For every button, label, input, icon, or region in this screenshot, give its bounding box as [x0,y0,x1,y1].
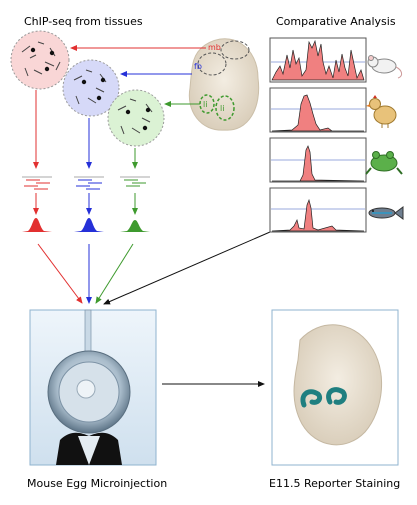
reads-blue [74,176,104,190]
chip-seq-title: ChIP-seq from tissues [24,15,143,28]
mouse-icon [367,55,403,79]
tissue-circle-red [10,30,70,90]
tissue-label-fb: fb [194,62,202,71]
embryo-illustration [188,38,260,131]
tissue-circle-green [107,89,165,147]
tissue-circle-blue [62,59,120,117]
fish-icon [368,206,404,220]
frog-icon [365,151,403,175]
chicken-icon [366,95,397,128]
comparative-analysis-title: Comparative Analysis [276,15,396,28]
tissue-label-li-2: li [220,104,224,113]
arrow-comparative-to-injection [103,231,271,305]
microinjection-image [29,309,157,466]
reads-green [120,176,150,187]
conservation-track-fish [269,187,367,233]
staining-caption: E11.5 Reporter Staining [269,477,401,490]
reads-red [22,176,52,190]
conservation-track-chicken [269,87,367,133]
arrow-red-converge [37,243,83,304]
tissue-label-li-1: li [203,100,207,109]
stained-embryo-image [271,309,399,466]
conservation-track-frog [269,137,367,183]
conservation-track-mouse [269,37,367,83]
arrow-green-converge [95,243,134,304]
peak-green [120,220,150,232]
peak-blue [74,218,104,232]
microinjection-caption: Mouse Egg Microinjection [27,477,168,490]
tissue-label-mb: mb [208,43,221,52]
peak-red [22,218,52,232]
